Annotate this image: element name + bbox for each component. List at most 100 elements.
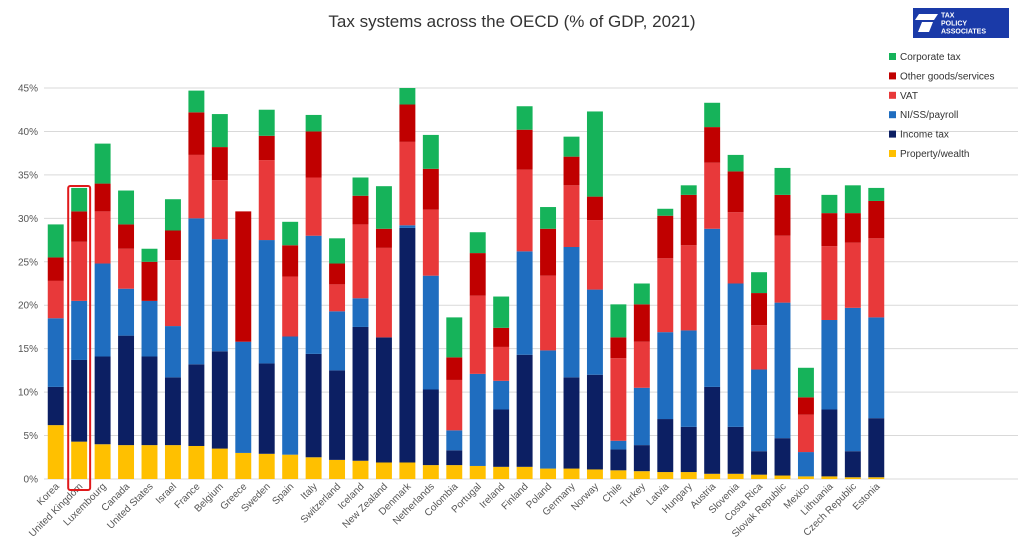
bar-segment: [516, 354, 533, 467]
bar-segment: [610, 470, 627, 479]
bar-segment: [563, 468, 580, 479]
bar-segment: [586, 374, 603, 470]
y-tick-label: 45%: [18, 84, 38, 95]
bar-segment: [516, 466, 533, 479]
bar-segment: [680, 426, 697, 473]
bar-segment: [47, 280, 64, 319]
bar-segment: [633, 341, 650, 388]
bar-segment: [797, 452, 814, 477]
bar-segment: [774, 194, 791, 236]
bar-segment: [727, 171, 744, 213]
bar-segment: [844, 307, 861, 452]
bar-segment: [844, 451, 861, 478]
bar-segment: [399, 462, 416, 479]
bar-segment: [586, 469, 603, 479]
legend-swatch: [889, 91, 896, 99]
y-tick-label: 25%: [18, 257, 38, 268]
bar-segment: [610, 440, 627, 450]
bar-segment: [164, 445, 181, 479]
bar-segment: [211, 239, 228, 352]
bar-segment: [563, 185, 580, 248]
bar-segment: [493, 327, 510, 347]
bar-segment: [47, 425, 64, 479]
bar-segment: [282, 221, 299, 246]
bar-segment: [727, 154, 744, 172]
bar-segment: [118, 224, 135, 249]
bar-segment: [751, 474, 768, 479]
bar-segment: [493, 466, 510, 479]
bar-segment: [540, 207, 557, 229]
bar-segment: [446, 430, 463, 451]
bar-segment: [422, 389, 439, 466]
bar-segment: [704, 102, 721, 128]
bar-segment: [446, 317, 463, 358]
bar-segment: [657, 215, 674, 259]
y-tick-label: 10%: [18, 388, 38, 399]
bar-segment: [586, 289, 603, 375]
bar-segment: [305, 177, 322, 236]
bar-segment: [94, 183, 111, 212]
logo-text-line1: TAX: [941, 13, 955, 20]
bar-segment: [751, 325, 768, 370]
logo-mark-icon: [915, 14, 938, 32]
bar-segment: [610, 304, 627, 338]
bar-segment: [774, 302, 791, 439]
logo: TAX POLICY ASSOCIATES: [913, 8, 1009, 38]
bar-segment: [329, 459, 346, 479]
bar-segment: [94, 143, 111, 184]
bar-segment: [540, 468, 557, 479]
legend-label: NI/SS/payroll: [900, 110, 958, 121]
bar-segment: [821, 194, 838, 214]
bar-segment: [352, 326, 369, 461]
bar-segment: [164, 326, 181, 378]
bar-segment: [727, 473, 744, 479]
bar-segment: [844, 242, 861, 308]
bar-segment: [516, 129, 533, 170]
bar-segment: [118, 335, 135, 446]
y-tick-label: 0%: [24, 475, 39, 486]
bar-segment: [821, 246, 838, 320]
bar-segment: [258, 240, 275, 364]
bar-segment: [352, 224, 369, 299]
bar-segment: [563, 136, 580, 157]
bar-segment: [493, 346, 510, 381]
bar-segment: [375, 186, 392, 229]
bar-segment: [305, 131, 322, 178]
y-tick-label: 40%: [18, 127, 38, 138]
bar-segment: [188, 90, 205, 113]
bar-segment: [844, 477, 861, 479]
bar-segment: [47, 224, 64, 258]
bar-segment: [258, 109, 275, 136]
bar-segment: [47, 386, 64, 426]
logo-text-line2: POLICY: [941, 21, 967, 28]
bar-segment: [141, 248, 158, 262]
bar-segment: [329, 311, 346, 371]
bar-segment: [47, 318, 64, 387]
bar-segment: [680, 472, 697, 479]
bar-segment: [774, 438, 791, 476]
bar-segment: [493, 380, 510, 410]
bar-segment: [211, 180, 228, 240]
bar-segment: [610, 337, 627, 359]
bar-segment: [751, 272, 768, 294]
bar-segment: [563, 377, 580, 469]
legend-label: Property/wealth: [900, 149, 969, 160]
bar-segment: [633, 387, 650, 446]
bar-segment: [633, 283, 650, 305]
bar-segment: [469, 253, 486, 296]
bar-segment: [329, 263, 346, 285]
bar-segment: [399, 141, 416, 226]
bar-segment: [94, 356, 111, 445]
bar-segment: [633, 304, 650, 342]
legend-label: VAT: [900, 91, 918, 102]
bar-segment: [235, 341, 252, 453]
bar-segment: [188, 445, 205, 479]
bar-segment: [399, 225, 416, 228]
y-tick-label: 20%: [18, 301, 38, 312]
bar-segment: [141, 356, 158, 446]
bar-segment: [516, 169, 533, 252]
legend-swatch: [889, 150, 896, 157]
bar-segment: [71, 441, 88, 479]
bar-segment: [727, 212, 744, 284]
